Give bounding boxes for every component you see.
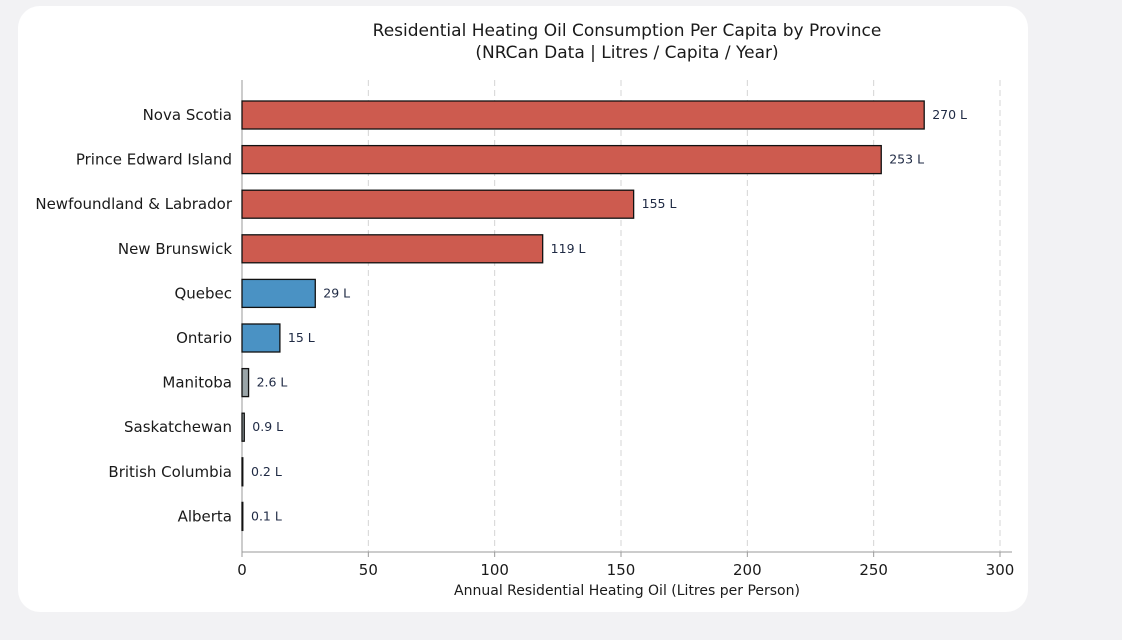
bars [241,100,925,532]
data-label: 0.9 L [252,419,283,434]
x-tick-label: 0 [237,561,247,579]
labels: Nova Scotia 270 L Prince Edward Island 253 … [35,106,967,525]
data-label: 253 L [889,152,924,167]
category-label: Saskatchewan [124,418,232,436]
data-label: 155 L [642,196,677,211]
category-label: Newfoundland & Labrador [35,195,232,213]
x-ticks: 0 50 100 150 200 250 300 [237,552,1014,579]
x-axis-title: Annual Residential Heating Oil (Litres p… [454,583,800,599]
bar [241,144,882,175]
bar [241,234,544,264]
category-label: Nova Scotia [143,106,232,124]
bar [241,100,925,130]
x-tick-label: 200 [733,561,762,579]
category-label: Quebec [174,284,232,302]
data-label: 29 L [323,285,350,300]
chart-subtitle: (NRCan Data | Litres / Capita / Year) [475,43,778,63]
category-label: Alberta [178,507,232,525]
category-label: British Columbia [108,463,232,481]
bar [241,412,245,442]
x-tick-label: 150 [607,561,636,579]
bar [241,367,250,398]
grid-lines [367,80,1001,552]
data-label: 119 L [551,241,586,256]
data-label: 0.1 L [251,508,282,523]
bar [241,323,281,353]
data-label: 270 L [932,107,967,122]
data-label: 15 L [288,330,315,345]
chart-title: Residential Heating Oil Consumption Per … [373,21,882,41]
category-label: Manitoba [162,374,232,392]
category-label: New Brunswick [118,240,232,258]
x-tick-label: 100 [480,561,509,579]
x-tick-label: 250 [859,561,888,579]
x-tick-label: 300 [986,561,1015,579]
data-label: 2.6 L [257,375,288,390]
category-label: Prince Edward Island [76,151,232,169]
category-label: Ontario [176,329,232,347]
bar [241,501,244,532]
bar [241,457,244,487]
bar [241,278,316,309]
data-label: 0.2 L [251,464,282,479]
bar [241,189,635,219]
x-tick-label: 50 [359,561,378,579]
